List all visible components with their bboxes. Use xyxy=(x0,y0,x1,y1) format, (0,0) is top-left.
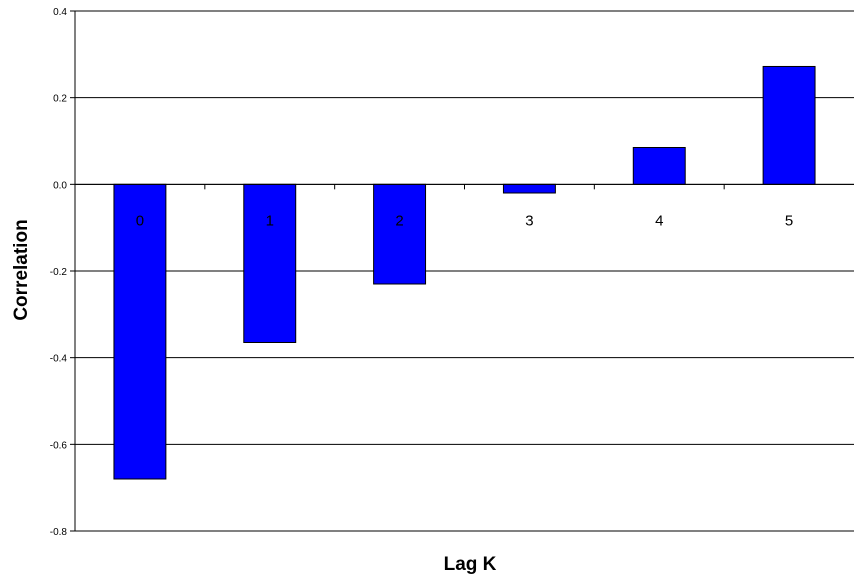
grid-layer xyxy=(75,10,854,532)
y-tick-label: -0.6 xyxy=(50,440,68,451)
category-label: 1 xyxy=(266,212,274,229)
bar-4 xyxy=(632,147,686,185)
bar-5 xyxy=(762,65,816,185)
y-tick-label: 0.4 xyxy=(53,7,67,18)
category-label: 3 xyxy=(525,212,533,229)
category-label: 0 xyxy=(136,212,144,229)
category-label: 4 xyxy=(655,212,663,229)
category-label: 2 xyxy=(395,212,403,229)
category-label: 5 xyxy=(785,212,793,229)
labels-layer: 0.4 0.2 0.0 -0.2 -0.4 -0.6 -0.8 0 1 2 3 4 5 xyxy=(50,7,793,538)
x-axis-title: Lag K xyxy=(444,554,497,575)
y-tick-label: -0.4 xyxy=(50,354,68,365)
y-tick-label: -0.2 xyxy=(50,267,68,278)
bar-0 xyxy=(113,183,167,480)
y-tick-label: 0.0 xyxy=(53,180,67,191)
bar-3 xyxy=(502,183,556,194)
bar-2 xyxy=(373,183,427,285)
y-tick-label: -0.8 xyxy=(50,527,68,538)
y-tick-label: 0.2 xyxy=(53,94,67,105)
axes-layer xyxy=(70,10,854,532)
bars-layer xyxy=(113,65,816,480)
bar-1 xyxy=(243,183,297,343)
y-axis-title: Correlation xyxy=(11,219,32,320)
